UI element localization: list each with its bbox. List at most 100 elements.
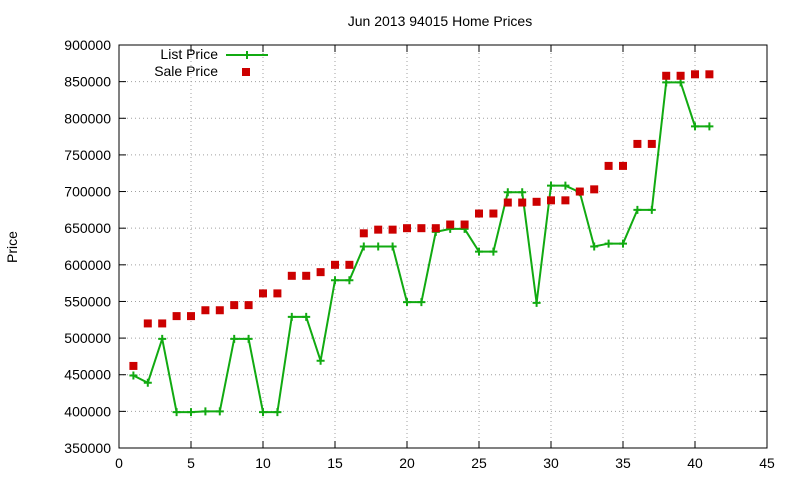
y-tick-label: 400000: [64, 403, 111, 419]
sale-price-point: [503, 198, 512, 207]
list-price-point: [604, 239, 613, 248]
legend: List Price Sale Price: [154, 46, 268, 79]
list-price-point: [590, 242, 599, 251]
sale-price-point: [431, 224, 440, 233]
sale-price-point: [460, 220, 469, 229]
y-tick-label: 700000: [64, 184, 111, 200]
sale-price-point: [230, 301, 239, 310]
sale-price-point: [259, 289, 267, 298]
list-price-point: [158, 334, 167, 343]
list-price-point: [331, 276, 339, 285]
list-price-point: [273, 408, 282, 417]
x-tick-label: 30: [543, 455, 559, 471]
list-price-point: [691, 122, 699, 131]
list-price-point: [187, 408, 195, 417]
sale-price-point: [302, 271, 311, 280]
y-tick-label: 800000: [64, 110, 111, 126]
sale-price-point: [143, 319, 152, 328]
sale-price-point: [244, 301, 253, 310]
sale-price-point: [417, 224, 426, 233]
x-tick-label: 20: [399, 455, 415, 471]
sale-price-point: [359, 229, 368, 238]
y-tick-label: 850000: [64, 74, 111, 90]
x-tick-label: 15: [327, 455, 343, 471]
list-price-point: [633, 205, 642, 214]
sale-price-point: [676, 71, 685, 80]
list-price-point: [388, 242, 397, 251]
x-tick-label: 10: [255, 455, 271, 471]
y-tick-label: 350000: [64, 440, 111, 456]
list-price-point: [417, 298, 426, 307]
y-tick-label: 750000: [64, 147, 111, 163]
sale-price-point: [403, 224, 411, 233]
list-price-point: [316, 356, 325, 365]
list-price-point: [143, 378, 152, 387]
sale-price-point: [619, 161, 627, 170]
sale-price-point: [287, 271, 296, 280]
sale-price-point: [129, 361, 138, 370]
sale-price-point: [446, 220, 455, 229]
sale-price-point: [691, 70, 699, 79]
x-tick-label: 35: [615, 455, 631, 471]
list-price-point: [359, 242, 368, 251]
list-price-point: [518, 188, 527, 197]
list-price-point: [647, 205, 656, 214]
sale-price-point: [662, 71, 671, 80]
x-tick-label: 25: [471, 455, 487, 471]
list-price-point: [705, 122, 714, 131]
legend-label-sale-price: Sale Price: [154, 63, 218, 79]
y-tick-label: 450000: [64, 367, 111, 383]
list-price-point: [547, 181, 555, 190]
sale-price-point: [331, 260, 339, 269]
y-tick-label: 600000: [64, 257, 111, 273]
list-price-point: [172, 408, 181, 417]
y-tick-label: 900000: [64, 37, 111, 53]
sale-price-point: [273, 289, 282, 298]
list-price-point: [374, 242, 383, 251]
sale-price-point: [633, 139, 642, 148]
list-price-point: [259, 408, 267, 417]
list-price-point: [230, 334, 239, 343]
sale-price-point: [575, 187, 584, 196]
series: [129, 70, 714, 417]
x-tick-label: 0: [115, 455, 123, 471]
list-price-point: [345, 276, 354, 285]
list-price-point: [475, 247, 483, 256]
sale-price-point: [561, 196, 570, 205]
legend-marker-sale-price: [242, 68, 250, 76]
sale-price-point: [705, 70, 714, 79]
legend-marker-list-price: [243, 51, 251, 59]
list-price-point: [302, 312, 311, 321]
y-tick-label: 500000: [64, 330, 111, 346]
list-price-point: [201, 407, 210, 416]
x-tick-label: 45: [759, 455, 775, 471]
list-price-point: [503, 188, 512, 197]
axis-ticks: 0 5 10 15 20 25 30 35 40 45 350000 400000 450000 5000…: [64, 37, 775, 471]
sale-price-point: [187, 312, 195, 321]
list-price-point: [215, 407, 224, 416]
list-price-point: [129, 371, 138, 380]
grid: [119, 45, 767, 448]
sale-price-point: [518, 198, 527, 207]
y-tick-label: 550000: [64, 293, 111, 309]
list-price-point: [619, 239, 627, 248]
list-price-point: [287, 312, 296, 321]
sale-price-point: [158, 319, 167, 328]
sale-price-point: [547, 196, 555, 205]
sale-price-point: [201, 306, 210, 315]
sale-price-point: [388, 225, 397, 234]
legend-label-list-price: List Price: [160, 46, 218, 62]
sale-price-point: [215, 306, 224, 315]
y-axis-label: Price: [4, 231, 20, 263]
plot-frame: [118, 44, 768, 449]
sale-price-point: [475, 209, 483, 218]
sale-price-point: [345, 260, 354, 269]
sale-price-point: [172, 312, 181, 321]
sale-price-point: [316, 268, 325, 277]
list-price-point: [403, 298, 411, 307]
sale-price-point: [647, 139, 656, 148]
list-price-point: [244, 334, 253, 343]
sale-price-point: [604, 161, 613, 170]
list-price-point: [532, 298, 541, 307]
list-price-point: [561, 181, 570, 190]
